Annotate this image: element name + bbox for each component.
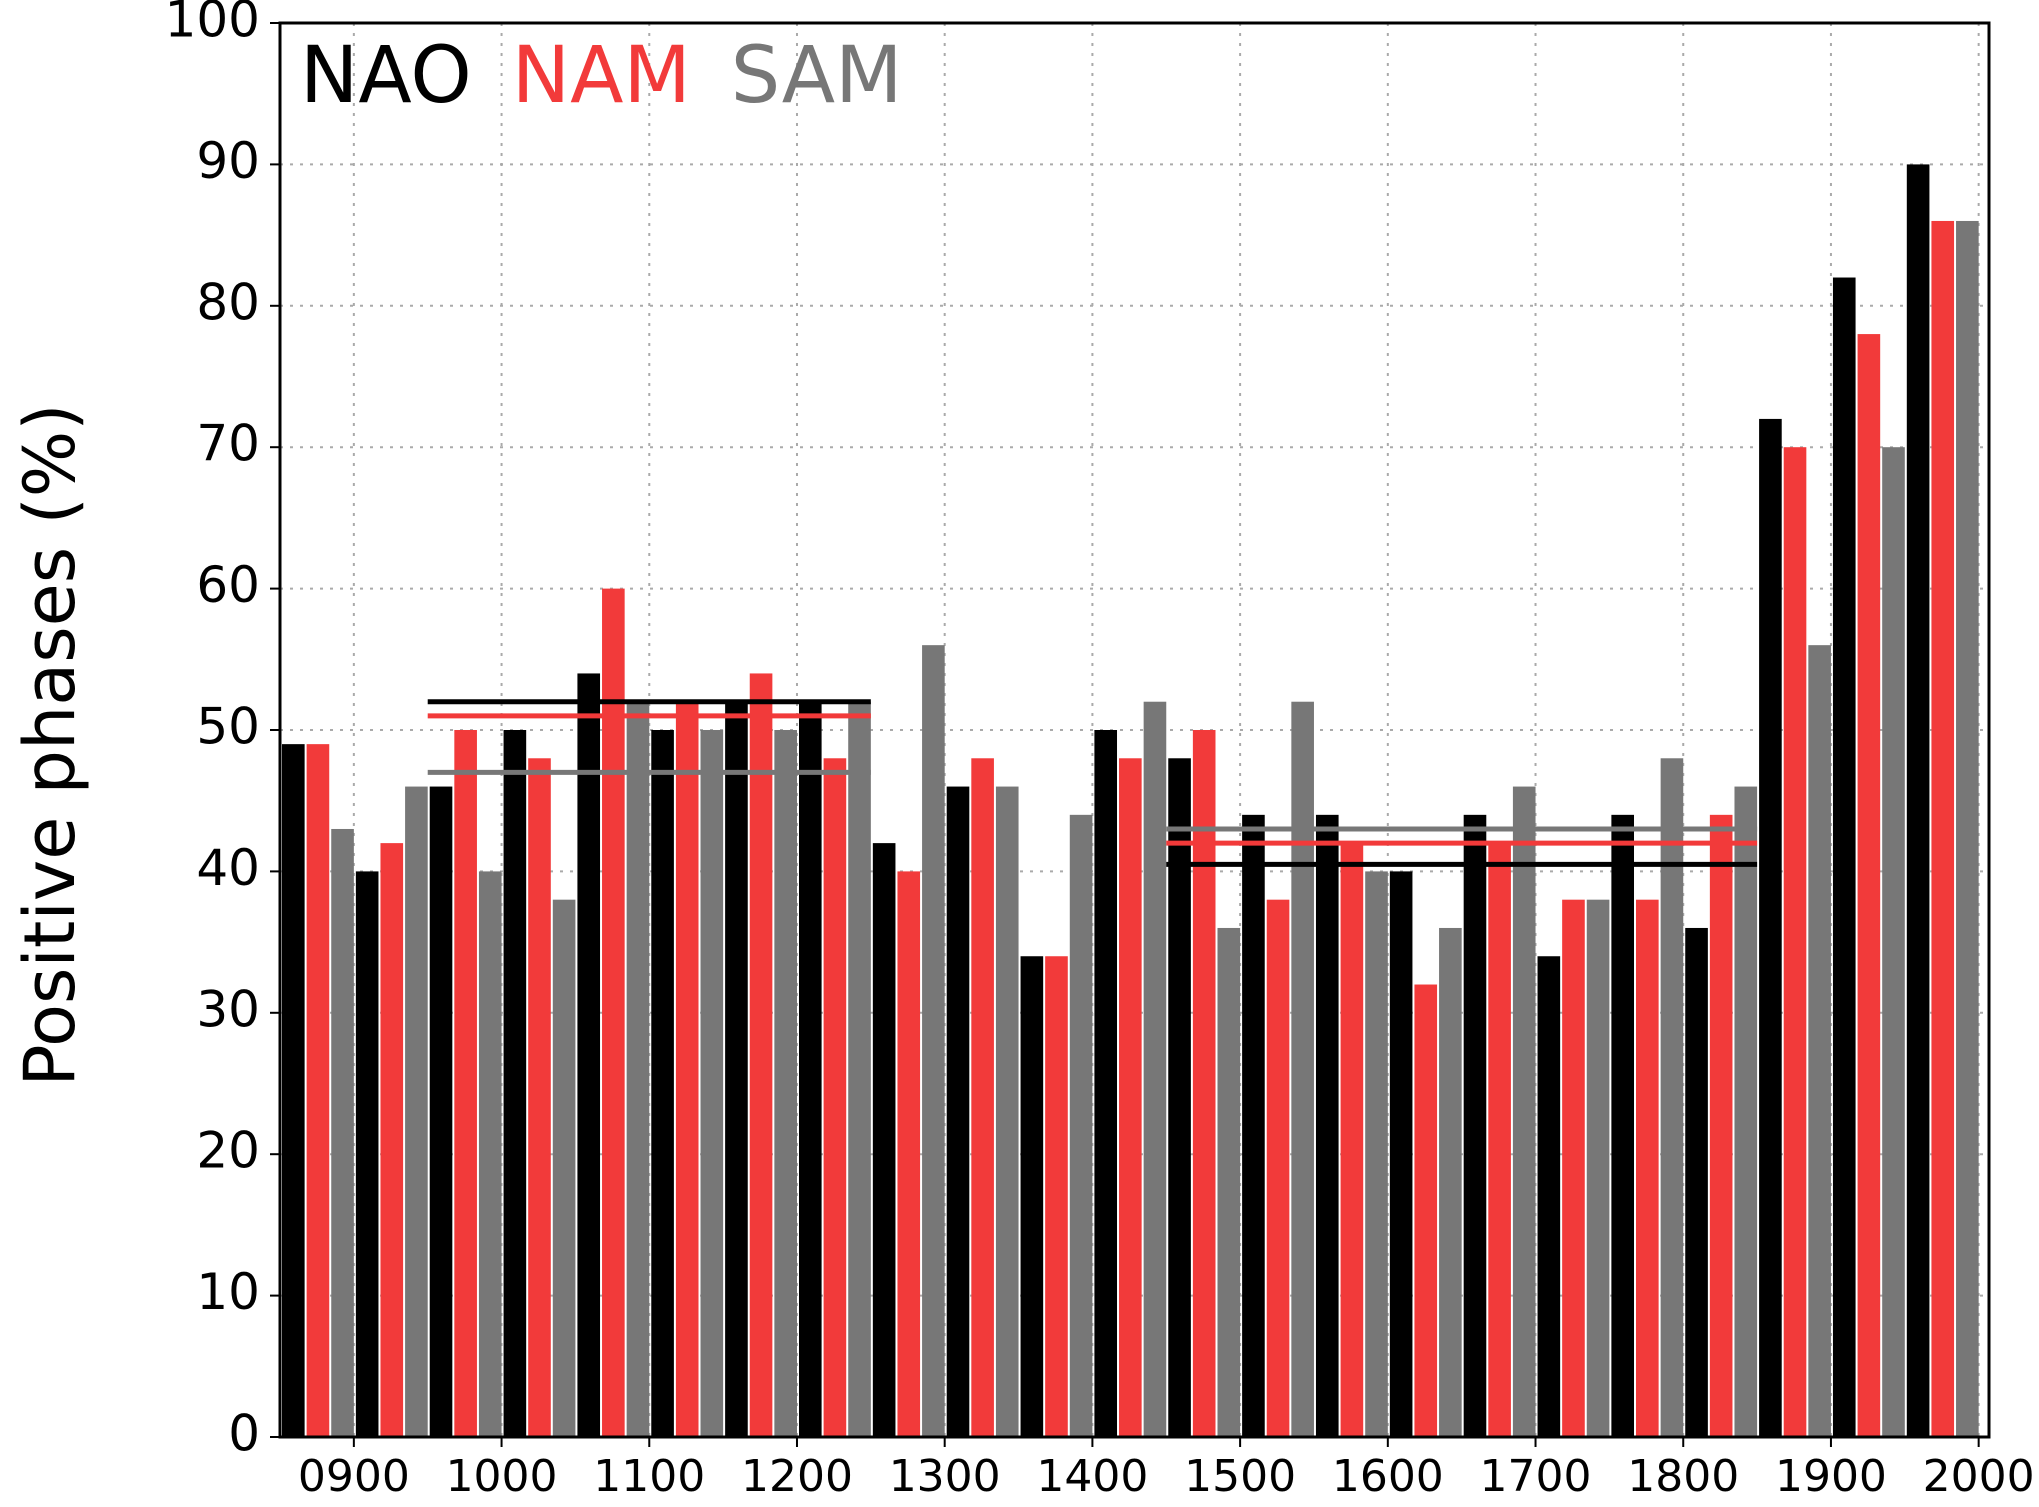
bar bbox=[626, 701, 650, 1437]
x-tick-label: 1000 bbox=[446, 1451, 558, 1502]
y-tick-label: 80 bbox=[196, 273, 260, 331]
bar bbox=[405, 786, 428, 1437]
x-tick-label: 1800 bbox=[1627, 1451, 1739, 1502]
bar bbox=[1562, 899, 1585, 1437]
y-axis-label: Positive phases (%) bbox=[9, 403, 91, 1086]
bar bbox=[528, 758, 551, 1437]
y-tick-label: 10 bbox=[196, 1263, 260, 1321]
bar bbox=[1414, 984, 1438, 1437]
bar bbox=[1192, 730, 1216, 1437]
bar bbox=[946, 786, 970, 1437]
bar bbox=[1365, 871, 1388, 1437]
bar bbox=[848, 701, 871, 1437]
bar bbox=[1439, 927, 1462, 1437]
y-tick-label: 20 bbox=[196, 1122, 260, 1180]
bar bbox=[503, 730, 527, 1437]
bar bbox=[1857, 334, 1881, 1438]
y-tick-label: 50 bbox=[196, 698, 260, 756]
bar bbox=[282, 744, 305, 1437]
bar bbox=[1119, 758, 1142, 1437]
x-tick-label: 2000 bbox=[1923, 1451, 2035, 1502]
bar bbox=[478, 871, 502, 1437]
bar bbox=[798, 701, 822, 1437]
bar bbox=[1094, 730, 1118, 1437]
bar bbox=[1759, 418, 1782, 1437]
bar bbox=[1586, 899, 1610, 1437]
bar bbox=[1315, 814, 1339, 1437]
bar bbox=[1168, 758, 1191, 1437]
bar bbox=[1143, 701, 1167, 1437]
x-tick-label: 1900 bbox=[1775, 1451, 1887, 1502]
bar bbox=[1291, 701, 1314, 1437]
bar bbox=[1488, 843, 1511, 1437]
x-tick-label: 1300 bbox=[889, 1451, 1001, 1502]
legend-entry: NAM bbox=[512, 31, 691, 121]
bar bbox=[429, 786, 453, 1437]
bar bbox=[922, 645, 945, 1437]
bar bbox=[454, 730, 477, 1437]
y-tick-label: 30 bbox=[196, 980, 260, 1038]
bar bbox=[749, 673, 773, 1437]
bar bbox=[1266, 899, 1290, 1437]
bar bbox=[1463, 814, 1487, 1437]
bar bbox=[552, 899, 576, 1437]
bar bbox=[306, 744, 330, 1437]
bar bbox=[1537, 956, 1561, 1437]
bar bbox=[1389, 871, 1413, 1437]
x-tick-label: 1200 bbox=[741, 1451, 853, 1502]
bar bbox=[1069, 814, 1093, 1437]
bar bbox=[1808, 645, 1831, 1437]
plot-frame bbox=[278, 21, 1991, 1439]
x-tick-label: 0900 bbox=[298, 1451, 410, 1502]
legend-entry: NAO bbox=[300, 31, 472, 121]
bar bbox=[1660, 758, 1684, 1437]
bar bbox=[1906, 164, 1930, 1437]
bar bbox=[1242, 814, 1265, 1437]
bar bbox=[1931, 220, 1955, 1438]
bar bbox=[331, 828, 354, 1437]
bar bbox=[1956, 220, 1979, 1438]
bar bbox=[872, 843, 896, 1437]
bar bbox=[651, 730, 674, 1437]
bar bbox=[1217, 927, 1241, 1437]
y-tick-label: 0 bbox=[228, 1405, 260, 1463]
bar bbox=[774, 730, 797, 1437]
y-tick-label: 100 bbox=[165, 0, 260, 49]
y-tick-label: 70 bbox=[196, 415, 260, 473]
bar bbox=[700, 730, 724, 1437]
y-tick-label: 60 bbox=[196, 556, 260, 614]
bar bbox=[1045, 956, 1068, 1437]
bar bbox=[1512, 786, 1536, 1437]
x-tick-label: 1500 bbox=[1184, 1451, 1296, 1502]
bar bbox=[1734, 786, 1758, 1437]
bar bbox=[1709, 814, 1733, 1437]
legend-entry: SAM bbox=[731, 31, 903, 121]
bar bbox=[355, 871, 379, 1437]
bar bbox=[1685, 927, 1708, 1437]
bar bbox=[1340, 843, 1364, 1437]
bar bbox=[725, 701, 748, 1437]
bar bbox=[1832, 277, 1856, 1437]
y-tick-label: 90 bbox=[196, 132, 260, 190]
bar bbox=[1783, 447, 1807, 1437]
bar bbox=[602, 588, 625, 1437]
bar bbox=[995, 786, 1019, 1437]
bar bbox=[1636, 899, 1659, 1437]
x-tick-label: 1600 bbox=[1332, 1451, 1444, 1502]
x-tick-label: 1400 bbox=[1036, 1451, 1148, 1502]
x-tick-label: 1100 bbox=[593, 1451, 705, 1502]
bar bbox=[380, 843, 404, 1437]
bar bbox=[897, 871, 921, 1437]
x-tick-label: 1700 bbox=[1480, 1451, 1592, 1502]
bar bbox=[1020, 956, 1044, 1437]
bar bbox=[675, 701, 699, 1437]
bar bbox=[971, 758, 994, 1437]
bar bbox=[1882, 447, 1905, 1437]
bar bbox=[577, 673, 601, 1437]
y-tick-label: 40 bbox=[196, 839, 260, 897]
bar bbox=[823, 758, 847, 1437]
bar bbox=[1611, 814, 1635, 1437]
